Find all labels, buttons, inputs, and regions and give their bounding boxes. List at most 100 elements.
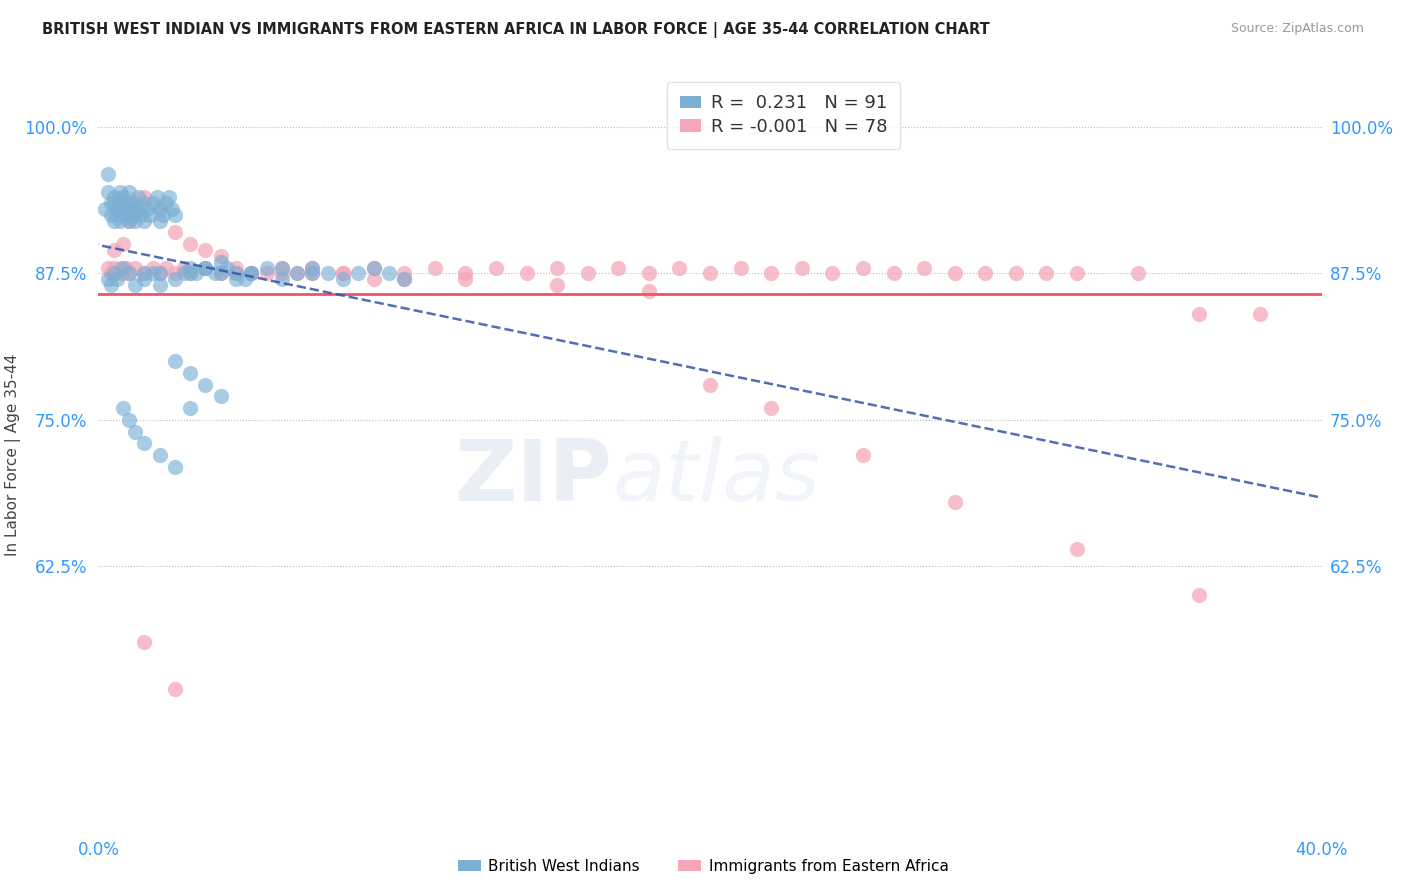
Point [103, 267, 125, 281]
Point [516, 267, 538, 281]
Point [118, 213, 141, 227]
Point [129, 208, 152, 222]
Point [134, 196, 156, 211]
Point [240, 267, 263, 281]
Point [108, 213, 131, 227]
Legend: R =  0.231   N = 91, R = -0.001   N = 78: R = 0.231 N = 91, R = -0.001 N = 78 [668, 82, 900, 148]
Point [637, 267, 661, 281]
Point [124, 260, 146, 275]
Point [225, 267, 247, 281]
Point [668, 260, 690, 275]
Point [149, 278, 172, 293]
Point [111, 401, 134, 415]
Point [301, 267, 323, 281]
Point [105, 267, 128, 281]
Point [204, 267, 226, 281]
Point [136, 202, 159, 216]
Point [392, 272, 416, 286]
Point [118, 413, 141, 427]
Point [103, 190, 125, 204]
Point [124, 213, 146, 227]
Point [225, 272, 247, 286]
Point [142, 196, 165, 211]
Point [974, 267, 997, 281]
Point [157, 190, 180, 204]
Point [127, 190, 149, 204]
Point [699, 377, 721, 392]
Point [163, 681, 186, 696]
Point [115, 208, 138, 222]
Point [883, 267, 905, 281]
Point [852, 260, 875, 275]
Point [134, 635, 156, 649]
Point [124, 202, 146, 216]
Point [163, 459, 186, 474]
Point [759, 267, 782, 281]
Point [149, 448, 172, 462]
Point [209, 267, 232, 281]
Point [546, 260, 568, 275]
Point [149, 267, 172, 281]
Point [363, 260, 385, 275]
Point [103, 243, 125, 257]
Point [194, 260, 217, 275]
Point [225, 260, 247, 275]
Point [179, 260, 201, 275]
Point [454, 267, 477, 281]
Text: Source: ZipAtlas.com: Source: ZipAtlas.com [1230, 22, 1364, 36]
Point [194, 243, 217, 257]
Point [100, 278, 122, 293]
Point [378, 267, 401, 281]
Point [194, 377, 217, 392]
Point [270, 267, 292, 281]
Point [105, 272, 128, 286]
Point [821, 267, 844, 281]
Point [111, 267, 134, 281]
Point [392, 267, 416, 281]
Point [240, 267, 263, 281]
Point [209, 249, 232, 263]
Point [105, 208, 128, 222]
Point [121, 208, 143, 222]
Point [118, 213, 141, 227]
Point [454, 272, 477, 286]
Point [118, 185, 141, 199]
Point [485, 260, 508, 275]
Point [103, 196, 125, 211]
Point [111, 190, 134, 204]
Point [332, 267, 354, 281]
Point [111, 202, 134, 216]
Point [163, 272, 186, 286]
Point [194, 260, 217, 275]
Point [316, 267, 339, 281]
Point [100, 208, 122, 222]
Point [179, 401, 201, 415]
Point [1035, 267, 1057, 281]
Point [194, 260, 217, 275]
Point [912, 260, 935, 275]
Point [256, 267, 278, 281]
Point [118, 267, 141, 281]
Point [1004, 267, 1026, 281]
Point [100, 267, 122, 281]
Point [347, 267, 370, 281]
Point [285, 267, 308, 281]
Point [1066, 541, 1088, 556]
Point [163, 267, 186, 281]
Point [233, 272, 256, 286]
Point [97, 185, 120, 199]
Point [105, 202, 128, 216]
Point [173, 267, 195, 281]
Point [118, 202, 141, 216]
Point [163, 208, 186, 222]
Point [576, 267, 599, 281]
Point [108, 196, 131, 211]
Point [332, 267, 354, 281]
Point [301, 267, 323, 281]
Point [97, 272, 120, 286]
Point [173, 260, 195, 275]
Point [97, 167, 120, 181]
Point [149, 213, 172, 227]
Point [699, 267, 721, 281]
Point [209, 254, 232, 268]
